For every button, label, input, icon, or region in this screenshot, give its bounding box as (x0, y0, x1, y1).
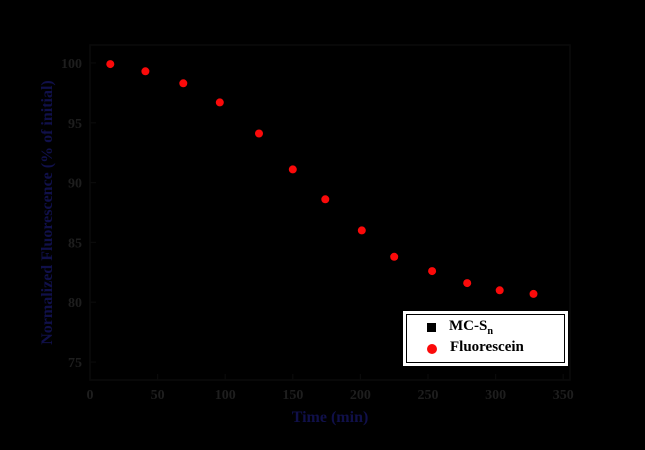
legend-frame: MC-Sn Fluorescein (406, 314, 565, 363)
data-point-fluorescein (321, 195, 330, 204)
data-point-fluorescein (428, 267, 437, 276)
x-tick-label: 250 (418, 388, 439, 403)
x-tick-label: 300 (485, 388, 506, 403)
x-tick-label: 150 (282, 388, 303, 403)
square-marker-icon (427, 323, 436, 333)
data-point-fluorescein (255, 129, 263, 138)
legend-label-mcsn: MC-Sn (449, 317, 493, 337)
y-tick-label: 95 (68, 117, 82, 132)
y-tick-label: 100 (61, 57, 82, 72)
data-point-fluorescein (106, 60, 115, 69)
data-point-fluorescein (390, 252, 399, 261)
data-point-fluorescein (179, 79, 188, 88)
data-point-fluorescein (495, 286, 504, 295)
legend-entry-fluorescein: Fluorescein (427, 340, 564, 358)
legend: MC-Sn Fluorescein (403, 311, 568, 366)
y-tick-label: 80 (68, 296, 82, 311)
x-tick-label: 0 (87, 388, 94, 403)
data-point-fluorescein (463, 279, 472, 288)
x-tick-label: 100 (215, 388, 236, 403)
x-tick-label: 350 (553, 388, 574, 403)
legend-label-fluorescein: Fluorescein (450, 339, 524, 356)
data-point-fluorescein (357, 226, 366, 235)
circle-marker-icon (427, 344, 437, 355)
y-tick-label: 90 (68, 177, 82, 192)
data-point-fluorescein (141, 67, 150, 76)
x-axis-title: Time (min) (292, 409, 369, 426)
y-tick-label: 75 (68, 356, 82, 371)
data-point-fluorescein (288, 165, 297, 174)
data-point-fluorescein (215, 98, 224, 107)
y-axis-title: Normalized Fluorescence (% of initial) (39, 80, 56, 345)
data-point-fluorescein (529, 289, 538, 298)
x-tick-label: 200 (350, 388, 371, 403)
y-tick-label: 85 (68, 236, 82, 251)
x-tick-label: 50 (151, 388, 165, 403)
legend-entry-mcsn: MC-Sn (427, 317, 564, 337)
